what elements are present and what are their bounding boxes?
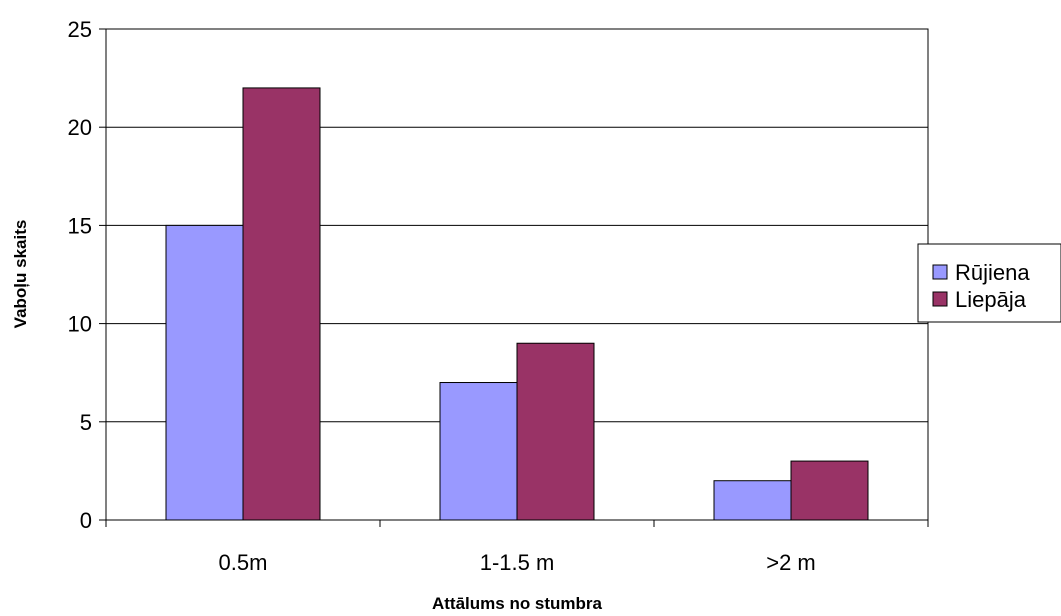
bar-rujiena: [439, 382, 518, 521]
x-tick-label: 1-1.5 m: [480, 550, 555, 575]
y-tick-label: 5: [80, 410, 92, 435]
x-axis-title: Attālums no stumbra: [432, 594, 603, 613]
bar-rujiena: [165, 224, 244, 521]
y-tick-label: 10: [68, 312, 92, 337]
x-axis: 0.5m 1-1.5 m >2 m: [105, 519, 929, 575]
y-axis: 0 5 10 15 20 25: [68, 17, 107, 533]
bar-rujiena: [713, 480, 792, 521]
y-tick-label: 0: [80, 508, 92, 533]
legend: Rūjiena Liepāja: [917, 243, 1061, 323]
x-tick-label: 0.5m: [219, 550, 268, 575]
legend-box: [917, 243, 1061, 323]
y-tick-label: 20: [68, 115, 92, 140]
y-tick-label: 15: [68, 213, 92, 238]
bar-liepaja: [790, 460, 869, 521]
x-tick-label: >2 m: [766, 550, 816, 575]
y-axis-title: Vaboļu skaits: [11, 220, 30, 329]
y-tick-label: 25: [68, 17, 92, 42]
legend-label-liepaja: Liepāja: [955, 287, 1027, 312]
legend-swatch-liepaja: [932, 291, 948, 307]
legend-label-rujiena: Rūjiena: [955, 260, 1030, 285]
bar-liepaja: [242, 87, 321, 521]
legend-swatch-rujiena: [932, 264, 948, 280]
bar-liepaja: [516, 342, 595, 521]
